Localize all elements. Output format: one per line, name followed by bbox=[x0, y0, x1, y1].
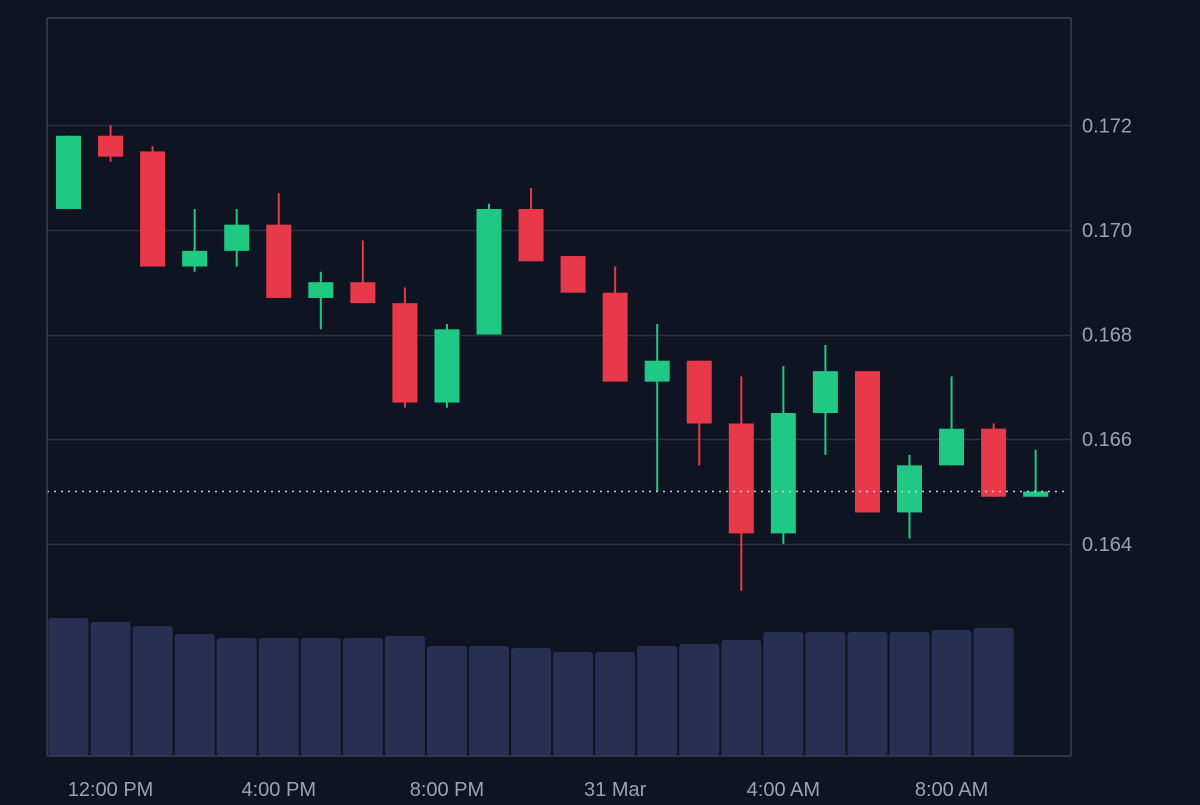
candles bbox=[56, 125, 1049, 591]
volume-bar bbox=[721, 639, 762, 756]
volume-bar bbox=[132, 626, 173, 756]
volume-bar bbox=[90, 622, 131, 756]
candle bbox=[518, 188, 544, 262]
x-tick-label: 8:00 PM bbox=[410, 779, 484, 800]
grid-lines bbox=[47, 124, 1071, 546]
x-tick-label: 8:00 AM bbox=[915, 779, 988, 800]
volume-bar bbox=[342, 638, 383, 756]
y-tick-label: 0.168 bbox=[1082, 325, 1132, 347]
y-tick-label: 0.172 bbox=[1082, 115, 1132, 137]
candle-body bbox=[939, 428, 965, 466]
x-tick-label: 31 Mar bbox=[584, 779, 647, 800]
candle-body bbox=[392, 303, 418, 403]
candle bbox=[98, 125, 124, 162]
candle-body bbox=[897, 465, 922, 513]
volume-bar bbox=[931, 630, 972, 756]
volume-bar bbox=[595, 651, 636, 756]
volume-bar bbox=[889, 631, 930, 756]
candle bbox=[476, 203, 502, 335]
volume-bar bbox=[384, 635, 425, 756]
candle-body bbox=[644, 360, 670, 382]
candle-body bbox=[686, 360, 712, 424]
candle-body bbox=[350, 282, 376, 304]
y-axis: 0.164 0.166 0.168 0.170 0.172 bbox=[1082, 115, 1132, 556]
candle bbox=[686, 360, 712, 466]
candle-body bbox=[56, 135, 81, 209]
candle bbox=[644, 324, 670, 492]
candle-body bbox=[98, 135, 124, 157]
volume-bar bbox=[679, 643, 720, 756]
candle bbox=[434, 324, 460, 408]
candle-body bbox=[434, 329, 460, 403]
y-tick-label: 0.164 bbox=[1082, 534, 1132, 556]
volume-bar bbox=[258, 638, 299, 756]
candle bbox=[939, 376, 965, 466]
candle-body bbox=[602, 292, 628, 382]
volume-bar bbox=[426, 646, 467, 756]
volume-bar bbox=[216, 638, 257, 756]
candle-body bbox=[140, 151, 166, 267]
candle bbox=[812, 345, 838, 455]
x-tick-label: 4:00 AM bbox=[747, 779, 820, 800]
candle bbox=[266, 193, 292, 298]
candle bbox=[224, 208, 250, 267]
volume-bar bbox=[637, 646, 678, 756]
candle-body bbox=[728, 423, 754, 534]
candle-body bbox=[224, 224, 250, 251]
volume-bar bbox=[847, 631, 888, 756]
y-tick-label: 0.166 bbox=[1082, 429, 1132, 451]
volume-bar bbox=[469, 646, 509, 756]
candle-body bbox=[266, 224, 292, 298]
candle bbox=[770, 365, 796, 544]
candle bbox=[182, 208, 208, 272]
candle-body bbox=[518, 208, 544, 262]
candle-body bbox=[854, 371, 880, 513]
candle-body bbox=[560, 256, 586, 293]
x-tick-label: 12:00 PM bbox=[68, 779, 154, 800]
candle bbox=[981, 423, 1007, 497]
candle-body bbox=[981, 428, 1007, 497]
candle bbox=[140, 146, 166, 267]
candle bbox=[897, 454, 922, 539]
y-tick-label: 0.170 bbox=[1082, 220, 1132, 242]
candle bbox=[728, 376, 754, 591]
x-axis: 12:00 PM 4:00 PM 8:00 PM 31 Mar 4:00 AM 8:00 … bbox=[68, 779, 988, 801]
volume-bar bbox=[511, 647, 552, 756]
plot-frame bbox=[46, 17, 1072, 757]
candle-body bbox=[476, 208, 502, 335]
candle bbox=[854, 371, 880, 513]
candle bbox=[560, 256, 586, 293]
volume-bar bbox=[763, 631, 804, 756]
candle bbox=[350, 240, 376, 304]
candle-body bbox=[182, 250, 208, 267]
volume-bar bbox=[805, 631, 846, 756]
volume-bar bbox=[174, 634, 215, 756]
candle-body bbox=[1023, 491, 1049, 497]
candle bbox=[602, 266, 628, 382]
volume-bar bbox=[553, 651, 594, 756]
candle-body bbox=[770, 413, 796, 534]
candle bbox=[392, 287, 418, 408]
candle bbox=[308, 271, 334, 330]
candle-body bbox=[812, 371, 838, 414]
candle bbox=[1023, 449, 1049, 497]
volume-bar bbox=[48, 618, 89, 756]
volume-bars bbox=[48, 618, 1014, 756]
candle bbox=[56, 135, 81, 209]
x-tick-label: 4:00 PM bbox=[242, 779, 316, 800]
volume-bar bbox=[973, 627, 1014, 756]
candle-body bbox=[308, 282, 334, 298]
volume-bar bbox=[300, 638, 341, 756]
